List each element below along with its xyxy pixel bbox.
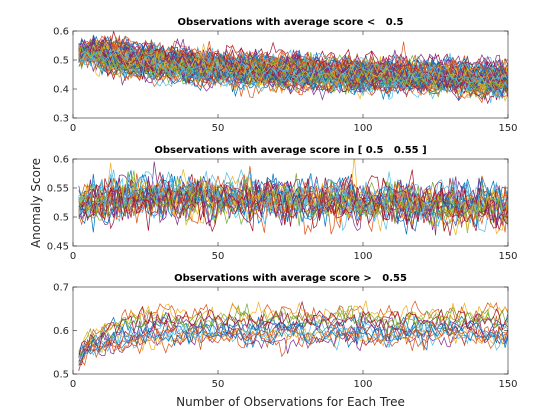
series-line [78,180,508,236]
series-line [78,176,508,232]
series-line [78,159,508,236]
x-tick-label: 50 [212,251,225,262]
y-tick-label: 0.7 [53,283,69,294]
y-tick-label: 0.5 [53,213,69,224]
series-line [78,42,508,87]
subplot-2: 0 50 100 150 0.45 0.5 0.55 0.6 Observations with… [47,145,518,262]
subplot-title: Observations with average score in [ 0.5… [154,145,426,156]
y-tick-label: 0.5 [53,370,69,381]
series-line [78,304,508,359]
y-tick-label: 0.45 [47,242,69,253]
y-tick-label: 0.5 [53,56,69,67]
x-tick-label: 50 [212,379,225,390]
x-tick-label: 0 [70,379,76,390]
series-line [78,324,508,366]
subplot-1: 0 50 100 150 0.3 0.4 0.5 0.6 Observations with a… [53,17,517,134]
series-line [78,321,508,366]
y-tick-label: 0.6 [53,326,69,337]
series-line [78,52,508,104]
series-line [78,37,508,95]
series-line [78,46,508,99]
y-tick-label: 0.6 [53,155,69,166]
series-line [78,46,508,89]
x-tick-label: 50 [212,123,225,134]
series-line [78,181,508,229]
x-tick-label: 100 [353,123,372,134]
x-tick-label: 150 [498,379,517,390]
series-line [78,45,508,89]
series-line [78,318,508,356]
series-group [78,31,508,105]
series-line [78,300,508,366]
subplot-3: 0 50 100 150 0.5 0.6 0.7 Observations with aver… [53,273,517,390]
series-group [78,159,508,236]
y-tick-label: 0.55 [47,184,69,195]
y-tick-label: 0.3 [53,114,69,125]
x-tick-label: 0 [70,123,76,134]
y-tick-label: 0.6 [53,27,69,38]
x-axis-label: Number of Observations for Each Tree [176,395,405,409]
x-tick-label: 150 [498,123,517,134]
axes-box [72,158,509,247]
x-tick-label: 150 [498,251,517,262]
series-line [78,317,508,364]
axes-box [72,30,509,119]
series-line [78,315,508,370]
series-line [78,168,508,217]
subplot-title: Observations with average score > 0.55 [174,273,407,284]
y-axis-label: Anomaly Score [29,158,43,248]
subplot-title: Observations with average score < 0.5 [178,17,404,28]
series-line [78,38,508,90]
series-line [78,300,508,351]
series-line [78,176,508,232]
series-group [78,300,508,371]
x-tick-label: 0 [70,251,76,262]
series-line [78,37,508,80]
x-tick-label: 100 [353,379,372,390]
series-line [78,46,508,89]
y-tick-label: 0.4 [53,85,69,96]
x-tick-label: 100 [353,251,372,262]
